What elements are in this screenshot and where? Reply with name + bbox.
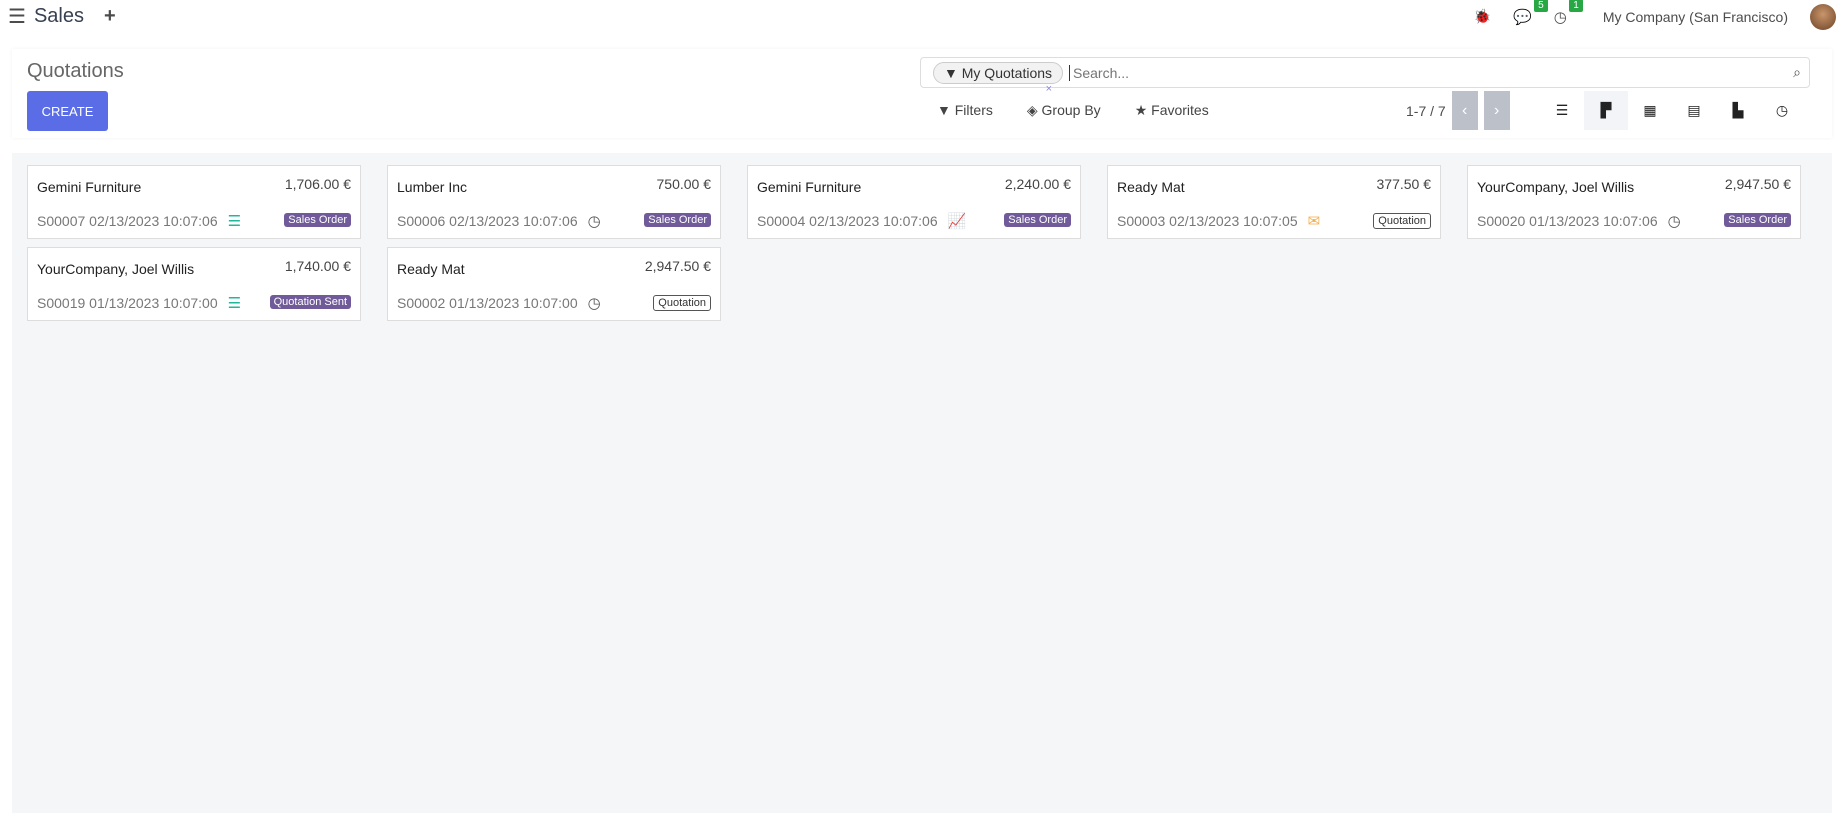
customer-name: Ready Mat xyxy=(1117,179,1185,195)
kanban-card[interactable]: YourCompany, Joel Willis 1,740.00 € S000… xyxy=(27,247,361,321)
customer-name: Gemini Furniture xyxy=(37,179,142,195)
pager-value[interactable]: 1-7 / 7 xyxy=(1406,102,1446,119)
messages-count: 5 xyxy=(1534,0,1548,12)
amount: 377.50 € xyxy=(1376,176,1432,192)
customer-name: Lumber Inc xyxy=(397,179,468,195)
graph-view-icon[interactable]: ▙ xyxy=(1732,102,1744,118)
order-reference: S00006 02/13/2023 10:07:06 ◷ xyxy=(397,212,601,230)
kanban-view-icon[interactable]: ▛ xyxy=(1584,91,1628,130)
kanban-card[interactable]: Gemini Furniture 1,706.00 € S00007 02/13… xyxy=(27,165,361,239)
filter-icon: ▼ xyxy=(937,102,951,118)
top-navbar: ☰ Sales + 🐞 💬 5 ◷ 1 My Company (San Franci… xyxy=(0,0,1844,33)
customer-name: YourCompany, Joel Willis xyxy=(1477,179,1635,195)
customer-name: Gemini Furniture xyxy=(757,179,862,195)
kanban-card[interactable]: Ready Mat 2,947.50 € S00002 01/13/2023 1… xyxy=(387,247,721,321)
layers-icon: ◈ xyxy=(1026,102,1038,118)
status-badge: Sales Order xyxy=(1724,213,1791,227)
control-panel: Quotations CREATE ▼ My Quotations× ⌕ ▼ F… xyxy=(12,49,1832,138)
reference-text: S00020 01/13/2023 10:07:06 xyxy=(1477,213,1658,229)
amount: 1,740.00 € xyxy=(284,258,351,274)
group-by-label: Group By xyxy=(1041,102,1101,118)
status-badge: Sales Order xyxy=(1004,213,1071,227)
activities-button[interactable]: ◷ 1 xyxy=(1553,0,1583,26)
create-button[interactable]: CREATE xyxy=(27,91,108,131)
plus-icon[interactable]: + xyxy=(103,5,116,27)
remove-facet-icon[interactable]: × xyxy=(1045,82,1053,95)
calendar-view-icon[interactable]: ▦ xyxy=(1643,102,1657,118)
status-badge: Quotation Sent xyxy=(269,295,351,309)
filters-button[interactable]: ▼ Filters xyxy=(937,102,993,119)
reference-text: S00004 02/13/2023 10:07:06 xyxy=(757,213,938,229)
favorites-button[interactable]: ★ Favorites xyxy=(1135,102,1209,119)
status-badge: Quotation xyxy=(1373,213,1431,229)
reference-text: S00003 02/13/2023 10:07:05 xyxy=(1117,213,1298,229)
company-switcher[interactable]: My Company (San Francisco) xyxy=(1602,8,1788,25)
messages-button[interactable]: 💬 5 xyxy=(1513,0,1548,26)
search-input[interactable] xyxy=(1069,64,1794,81)
activities-count: 1 xyxy=(1569,0,1583,12)
list-icon[interactable]: ☰ xyxy=(227,213,242,230)
reference-text: S00002 01/13/2023 10:07:00 xyxy=(397,295,578,311)
status-badge: Quotation xyxy=(653,295,711,311)
order-reference: S00003 02/13/2023 10:07:05 ✉ xyxy=(1117,212,1320,230)
amount: 2,947.50 € xyxy=(644,258,711,274)
star-icon: ★ xyxy=(1134,102,1148,118)
reference-text: S00007 02/13/2023 10:07:06 xyxy=(37,213,218,229)
favorites-label: Favorites xyxy=(1151,102,1209,118)
customer-name: YourCompany, Joel Willis xyxy=(37,261,195,277)
order-reference: S00002 01/13/2023 10:07:00 ◷ xyxy=(397,294,601,312)
kanban-card[interactable]: YourCompany, Joel Willis 2,947.50 € S000… xyxy=(1467,165,1801,239)
order-reference: S00020 01/13/2023 10:07:06 ◷ xyxy=(1477,212,1681,230)
envelope-icon[interactable]: ✉ xyxy=(1307,213,1321,230)
customer-name: Ready Mat xyxy=(397,261,465,277)
list-icon[interactable]: ☰ xyxy=(227,295,242,312)
status-badge: Sales Order xyxy=(644,213,711,227)
search-facet: ▼ My Quotations × xyxy=(933,61,1064,95)
search-bar: ▼ My Quotations× ⌕ xyxy=(920,57,1810,95)
order-reference: S00007 02/13/2023 10:07:06 ☰ xyxy=(37,212,241,230)
page-title: Quotations xyxy=(27,60,124,82)
kanban-card[interactable]: Lumber Inc 750.00 € S00006 02/13/2023 10… xyxy=(387,165,721,239)
reference-text: S00019 01/13/2023 10:07:00 xyxy=(37,295,218,311)
clock-icon: ◷ xyxy=(1553,8,1567,26)
previous-page-button[interactable]: ‹ xyxy=(1451,91,1478,130)
list-view-icon[interactable]: ☰ xyxy=(1555,102,1569,118)
app-name[interactable]: Sales xyxy=(33,5,84,27)
amount: 750.00 € xyxy=(656,176,712,192)
group-by-button[interactable]: ◈ Group By xyxy=(1027,102,1101,119)
avatar[interactable] xyxy=(1810,3,1836,30)
search-icon[interactable]: ⌕ xyxy=(1793,64,1801,80)
clock-icon[interactable]: ◷ xyxy=(587,295,601,312)
clock-icon[interactable]: ◷ xyxy=(587,213,601,230)
status-badge: Sales Order xyxy=(284,213,351,227)
filter-icon: ▼ xyxy=(944,64,962,81)
order-reference: S00019 01/13/2023 10:07:00 ☰ xyxy=(37,294,241,312)
activity-view-icon[interactable]: ◷ xyxy=(1775,102,1789,118)
filters-label: Filters xyxy=(954,102,993,118)
amount: 1,706.00 € xyxy=(284,176,351,192)
clock-icon[interactable]: ◷ xyxy=(1667,213,1681,230)
next-page-button[interactable]: › xyxy=(1483,91,1510,130)
kanban-view: Gemini Furniture 1,706.00 € S00007 02/13… xyxy=(12,153,1832,813)
bug-icon[interactable]: 🐞 xyxy=(1473,8,1492,24)
amount: 2,240.00 € xyxy=(1004,176,1071,192)
order-reference: S00004 02/13/2023 10:07:06 📈 xyxy=(757,212,966,230)
pivot-view-icon[interactable]: ▤ xyxy=(1687,102,1701,118)
facet-label: My Quotations xyxy=(961,64,1053,81)
reference-text: S00006 02/13/2023 10:07:06 xyxy=(397,213,578,229)
line-chart-icon[interactable]: 📈 xyxy=(947,213,967,230)
kanban-card[interactable]: Ready Mat 377.50 € S00003 02/13/2023 10:… xyxy=(1107,165,1441,239)
amount: 2,947.50 € xyxy=(1724,176,1791,192)
kanban-card[interactable]: Gemini Furniture 2,240.00 € S00004 02/13… xyxy=(747,165,1081,239)
chat-icon: 💬 xyxy=(1513,8,1532,26)
menu-icon[interactable]: ☰ xyxy=(8,6,26,28)
